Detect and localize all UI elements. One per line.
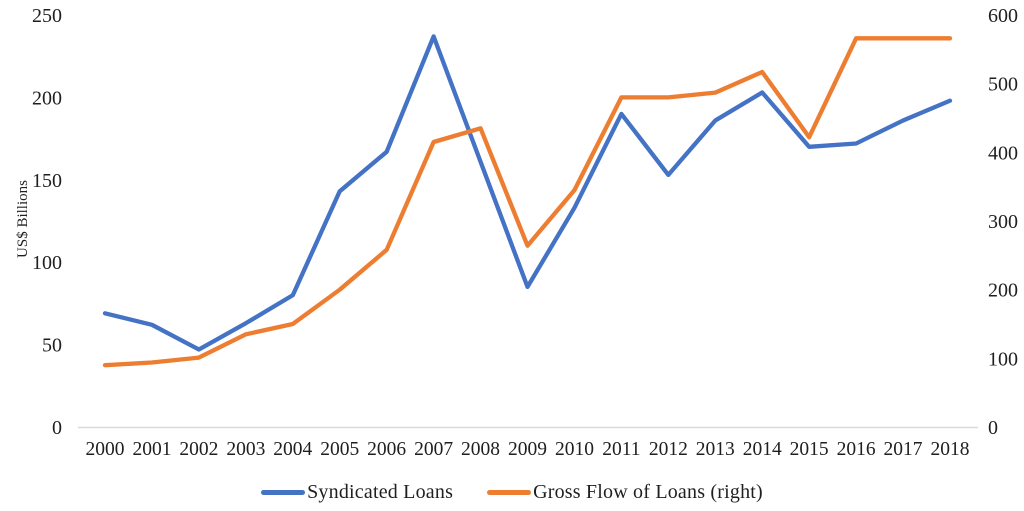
y-axis-left-tick-label: 50 [42,335,62,357]
legend-label-syndicated-loans: Syndicated Loans [307,481,454,503]
x-axis-tick-label: 2015 [790,439,829,460]
x-axis-tick-label: 2004 [273,439,312,460]
x-axis-tick-label: 2008 [461,439,500,460]
y-axis-left-tick-label: 150 [32,170,62,192]
y-axis-right-tick-label: 300 [988,211,1018,233]
x-axis-tick-label: 2014 [743,439,782,460]
y-axis-right-tick-label: 600 [988,5,1018,27]
x-axis-tick-label: 2012 [649,439,688,460]
x-axis-tick-label: 2001 [132,439,171,460]
y-axis-right-tick-label: 200 [988,280,1018,302]
x-axis-tick-label: 2016 [837,439,876,460]
legend-swatch-gross-flow-of-loans [487,490,532,495]
legend-swatch-syndicated-loans [261,490,306,495]
y-axis-left-tick-label: 0 [52,417,62,439]
y-axis-left-tick-label: 200 [32,87,62,109]
y-axis-title: US$ Billions [15,180,31,258]
y-axis-left-tick-label: 100 [32,252,62,274]
x-axis-tick-label: 2017 [884,439,923,460]
y-axis-left-tick-label: 250 [32,5,62,27]
series-line-gross-flow-of-loans-right [102,36,953,368]
legend-item-syndicated-loans: Syndicated Loans [261,481,453,504]
y-axis-right-tick-label: 500 [988,74,1018,96]
x-axis-tick-label: 2010 [555,439,594,460]
x-axis-tick-label: 2000 [86,439,125,460]
x-axis-tick-label: 2007 [414,439,453,460]
x-axis-tick-label: 2011 [602,439,640,460]
legend-item-gross-flow-of-loans: Gross Flow of Loans (right) [487,481,763,504]
legend-label-gross-flow-of-loans: Gross Flow of Loans (right) [533,481,763,503]
y-axis-right-tick-label: 400 [988,142,1018,164]
series-line-syndicated-loans [102,34,953,352]
x-axis-tick-label: 2013 [696,439,735,460]
x-axis-tick-label: 2009 [508,439,547,460]
x-axis-tick-label: 2018 [931,439,970,460]
chart-legend: Syndicated Loans Gross Flow of Loans (ri… [0,481,1024,504]
x-axis-tick-label: 2003 [226,439,265,460]
y-axis-right-tick-label: 0 [988,417,998,439]
y-axis-right-tick-label: 100 [988,348,1018,370]
x-axis-tick-label: 2005 [320,439,359,460]
x-axis-tick-label: 2002 [179,439,218,460]
x-axis-tick-label: 2006 [367,439,406,460]
